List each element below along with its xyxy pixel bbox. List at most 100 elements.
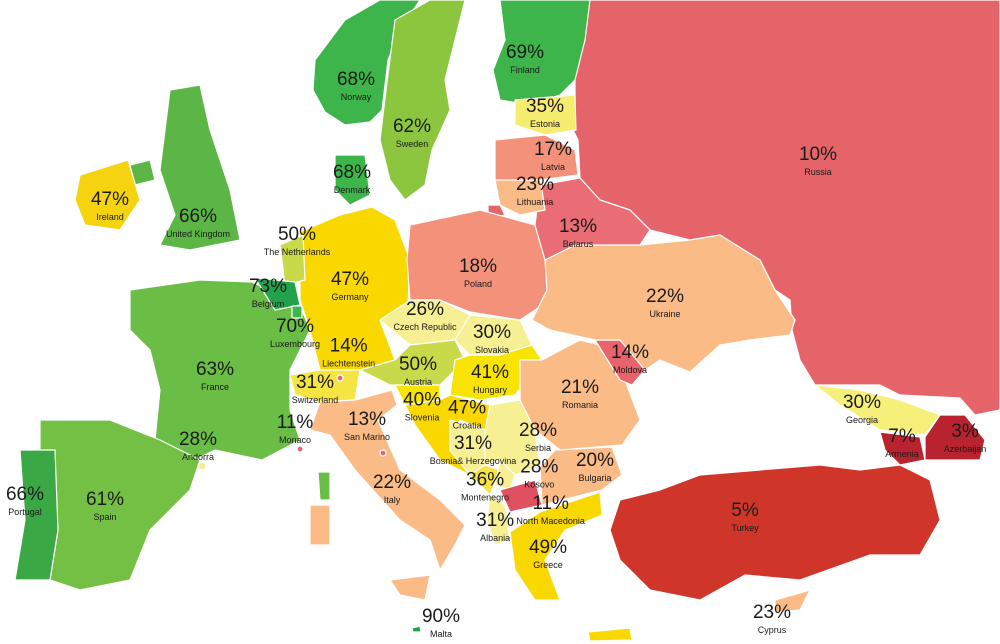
label-italy: 22% Italy [373,472,411,505]
label-serbia: 28% Serbia [519,420,557,453]
country-italy[interactable] [309,389,466,601]
label-belgium: 73% Belgium [249,276,287,309]
country-ukraine[interactable] [531,234,796,373]
country-andorra[interactable] [197,461,207,471]
label-austria: 50% Austria [399,354,437,387]
label-azerbaijan: 3% Azerbaijan [944,421,987,454]
country-belarus[interactable] [534,177,651,261]
value-label: 3% [951,421,979,442]
country-denmark[interactable] [334,154,371,206]
value-label: 23% [753,602,791,623]
label-ukraine: 22% Ukraine [646,286,684,319]
value-label: 13% [559,216,597,237]
value-label: 68% [337,69,375,90]
value-label: 28% [519,420,557,441]
country-name-label: Azerbaijan [944,444,987,454]
label-russia: 10% Russia [799,144,837,177]
label-ireland: 47% Ireland [91,189,129,222]
country-name-label: Norway [341,92,372,102]
label-greece: 49% Greece [529,537,567,570]
country-name-label: Germany [331,292,369,302]
country-name-label: Kosovo [524,480,554,490]
value-label: 26% [406,299,444,320]
value-label: 7% [888,426,916,447]
country-name-label: France [201,382,229,392]
value-label: 30% [473,322,511,343]
label-bulgaria: 20% Bulgaria [576,450,614,483]
value-label: 50% [399,354,437,375]
country-cyprus[interactable] [774,589,811,613]
label-poland: 18% Poland [459,256,497,289]
country-name-label: Luxembourg [270,339,320,349]
country-name-label: Liechtenstein [322,358,375,368]
country-name-label: Austria [404,377,432,387]
country-name-label: Slovenia [405,412,440,422]
country-name-label: Switzerland [292,395,339,405]
value-label: 47% [331,269,369,290]
country-liechtenstein[interactable] [336,374,344,382]
label-lithuania: 23% Lithuania [516,174,554,207]
label-switzerland: 31% Switzerland [292,372,339,405]
value-label: 49% [529,537,567,558]
value-label: 28% [179,429,217,450]
label-montenegro: 36% Montenegro [461,469,509,502]
value-label: 30% [843,392,881,413]
label-the-netherlands: 50% The Netherlands [264,224,331,257]
value-label: 90% [422,606,460,627]
label-albania: 31% Albania [476,510,514,543]
country-monaco[interactable] [296,445,304,453]
country-portugal[interactable] [14,449,59,581]
country-name-label: Andorra [182,452,214,462]
country-name-label: San Marino [344,432,390,442]
value-label: 40% [403,389,441,410]
value-label: 50% [278,224,316,245]
country-croatia[interactable] [404,394,491,476]
value-label: 68% [333,162,371,183]
country-romania[interactable] [519,339,641,451]
country-luxembourg[interactable] [291,305,303,319]
country-name-label: North Macedonia [516,516,585,526]
country-name-label: United Kingdom [166,229,230,239]
label-finland: 69% Finland [506,42,544,75]
label-norway: 68% Norway [337,69,375,102]
country-estonia[interactable] [514,94,577,136]
country-name-label: Slovakia [475,345,509,355]
label-slovenia: 40% Slovenia [403,389,441,422]
country-azerbaijan[interactable] [924,414,986,461]
label-czech-republic: 26% Czech Republic [393,299,457,332]
country-ireland[interactable] [74,159,141,231]
country-armenia[interactable] [879,431,926,466]
country-name-label: Ukraine [649,309,680,319]
value-label: 11% [277,412,314,433]
value-label: 69% [506,42,544,63]
country-name-label: Poland [464,279,492,289]
value-label: 62% [393,116,431,137]
country-name-label: Russia [804,167,832,177]
country-belgium[interactable] [254,277,301,311]
label-armenia: 7% Armenia [885,426,919,459]
country-the-netherlands[interactable] [279,234,306,286]
country-malta[interactable] [411,625,422,633]
label-monaco: 11% Monaco [277,412,314,445]
country-bulgaria[interactable] [539,446,623,506]
country-albania[interactable] [486,494,511,546]
value-label: 22% [646,286,684,307]
value-label: 70% [276,316,314,337]
label-san-marino: 13% San Marino [344,409,390,442]
country-corsica [317,471,331,501]
label-united-kingdom: 66% United Kingdom [166,206,230,239]
value-label: 20% [576,450,614,471]
country-name-label: Georgia [846,415,878,425]
label-north-macedonia: 11% North Macedonia [516,493,585,526]
label-liechtenstein: 14% Liechtenstein [322,335,375,368]
country-sweden[interactable] [379,0,466,201]
country-san-marino[interactable] [379,449,387,457]
country-greece[interactable] [509,491,633,642]
country-name-label: Malta [430,629,452,639]
country-name-label: Bosnia& Herzegovina [430,456,517,466]
country-name-label: Latvia [541,162,565,172]
country-turkey[interactable] [609,464,941,601]
value-label: 31% [476,510,514,531]
value-label: 36% [466,469,504,490]
country-name-label: Greece [533,560,563,570]
